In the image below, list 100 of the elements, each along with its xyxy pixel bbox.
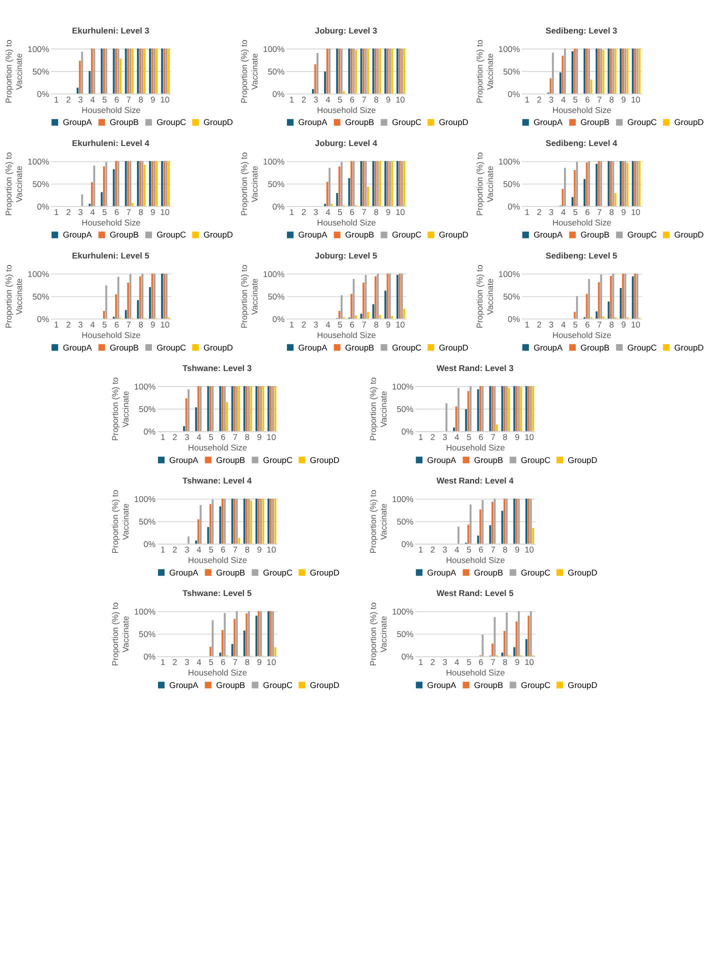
legend-label: GroupB bbox=[474, 680, 504, 690]
legend-label: GroupA bbox=[427, 567, 457, 578]
x-tick-label: 7 bbox=[126, 320, 132, 330]
y-tick-label: 50% bbox=[268, 291, 286, 302]
x-tick-label: 1 bbox=[160, 432, 166, 442]
y-tick-label: 50% bbox=[32, 178, 50, 189]
x-axis-title: Household Size bbox=[552, 330, 612, 340]
x-axis-title: Household Size bbox=[317, 217, 376, 228]
y-tick-label: 0% bbox=[401, 538, 414, 549]
y-tick-label: 0% bbox=[508, 314, 520, 324]
legend-label: GroupD bbox=[438, 230, 468, 240]
legend-label: GroupC bbox=[392, 230, 422, 240]
x-tick-label: 2 bbox=[430, 657, 436, 668]
legend-label: GroupC bbox=[263, 567, 293, 578]
legend-label: GroupC bbox=[520, 680, 550, 690]
x-tick-label: 1 bbox=[54, 320, 60, 330]
legend-label: GroupA bbox=[298, 117, 328, 128]
y-tick-label: 0% bbox=[272, 201, 286, 212]
y-tick-label: 100% bbox=[498, 268, 520, 279]
x-tick-label: 9 bbox=[386, 206, 391, 217]
chart-title: West Rand: Level 3 bbox=[436, 363, 514, 374]
x-axis-title: Household Size bbox=[82, 104, 141, 115]
x-tick-label: 4 bbox=[560, 94, 566, 104]
x-tick-label: 4 bbox=[196, 544, 202, 555]
x-tick-label: 5 bbox=[466, 544, 472, 555]
x-tick-label: 9 bbox=[621, 206, 626, 217]
x-tick-label: 5 bbox=[102, 320, 108, 330]
x-tick-label: 6 bbox=[585, 320, 590, 330]
legend-label: GroupC bbox=[627, 117, 657, 128]
legend-label: GroupB bbox=[580, 342, 610, 352]
x-tick-label: 7 bbox=[490, 657, 496, 668]
x-tick-label: 9 bbox=[256, 657, 262, 668]
x-axis-title: Household Size bbox=[446, 667, 506, 678]
y-tick-label: 0% bbox=[508, 88, 520, 99]
y-tick-label: 50% bbox=[32, 66, 50, 76]
chart-title: West Rand: Level 4 bbox=[436, 476, 514, 486]
x-tick-label: 8 bbox=[374, 94, 379, 104]
chart-title: Joburg: Level 4 bbox=[314, 138, 378, 148]
y-axis-title: Proportion (%) to Vaccinate bbox=[474, 152, 495, 216]
x-tick-label: 10 bbox=[266, 657, 276, 668]
x-tick-label: 7 bbox=[126, 94, 132, 104]
chart-title: Sedibeng: Level 5 bbox=[546, 250, 618, 261]
legend-label: GroupD bbox=[310, 680, 340, 690]
x-tick-label: 9 bbox=[150, 94, 156, 104]
x-tick-label: 6 bbox=[220, 432, 226, 442]
x-tick-label: 2 bbox=[66, 320, 72, 330]
y-tick-label: 100% bbox=[263, 268, 286, 279]
x-tick-label: 9 bbox=[514, 657, 520, 668]
y-tick-label: 100% bbox=[28, 268, 50, 279]
x-tick-label: 4 bbox=[326, 206, 331, 217]
legend-label: GroupC bbox=[392, 342, 422, 352]
x-tick-label: 7 bbox=[490, 544, 496, 555]
x-tick-label: 6 bbox=[350, 94, 355, 104]
y-tick-label: 50% bbox=[503, 66, 520, 76]
x-axis-title: Household Size bbox=[82, 330, 141, 340]
x-axis-title: Household Size bbox=[188, 554, 248, 565]
x-tick-label: 6 bbox=[585, 206, 590, 217]
x-tick-label: 8 bbox=[138, 206, 144, 217]
x-tick-label: 1 bbox=[418, 544, 424, 555]
y-tick-label: 100% bbox=[392, 381, 414, 392]
legend-label: GroupA bbox=[62, 342, 92, 352]
y-tick-label: 0% bbox=[272, 314, 286, 324]
x-tick-label: 2 bbox=[66, 94, 72, 104]
x-tick-label: 6 bbox=[478, 432, 484, 442]
x-tick-label: 2 bbox=[172, 657, 178, 668]
x-tick-label: 1 bbox=[524, 320, 530, 330]
legend-label: GroupA bbox=[427, 454, 457, 465]
y-tick-label: 50% bbox=[503, 291, 520, 302]
x-tick-label: 4 bbox=[90, 320, 96, 330]
x-tick-label: 5 bbox=[338, 320, 343, 330]
legend-label: GroupD bbox=[674, 230, 704, 240]
x-tick-label: 7 bbox=[597, 206, 602, 217]
x-tick-label: 8 bbox=[374, 320, 379, 330]
legend-label: GroupC bbox=[263, 454, 293, 465]
legend-label: GroupD bbox=[568, 567, 598, 578]
legend-label: GroupD bbox=[568, 680, 598, 690]
y-tick-label: 100% bbox=[28, 156, 50, 166]
y-axis-title: Proportion (%) to Vaccinate bbox=[110, 602, 130, 666]
x-axis-title: Household Size bbox=[317, 330, 376, 340]
x-tick-label: 6 bbox=[220, 544, 226, 555]
x-tick-label: 4 bbox=[326, 94, 331, 104]
y-tick-label: 0% bbox=[401, 426, 414, 436]
legend-label: GroupA bbox=[427, 680, 457, 690]
legend-label: GroupD bbox=[203, 230, 233, 240]
legend-label: GroupD bbox=[438, 342, 468, 352]
x-tick-label: 2 bbox=[430, 432, 436, 442]
x-tick-label: 7 bbox=[597, 320, 602, 330]
x-tick-label: 10 bbox=[396, 320, 406, 330]
legend-label: GroupD bbox=[310, 567, 340, 578]
x-tick-label: 4 bbox=[90, 94, 96, 104]
x-tick-label: 4 bbox=[196, 657, 202, 668]
legend-label: GroupC bbox=[627, 230, 657, 240]
y-tick-label: 50% bbox=[396, 516, 414, 526]
x-tick-label: 10 bbox=[524, 544, 534, 555]
x-tick-label: 8 bbox=[609, 94, 614, 104]
y-tick-label: 100% bbox=[392, 494, 414, 504]
x-tick-label: 2 bbox=[301, 94, 306, 104]
legend-label: GroupB bbox=[345, 117, 374, 128]
x-tick-label: 7 bbox=[126, 206, 132, 217]
x-tick-label: 7 bbox=[362, 206, 367, 217]
